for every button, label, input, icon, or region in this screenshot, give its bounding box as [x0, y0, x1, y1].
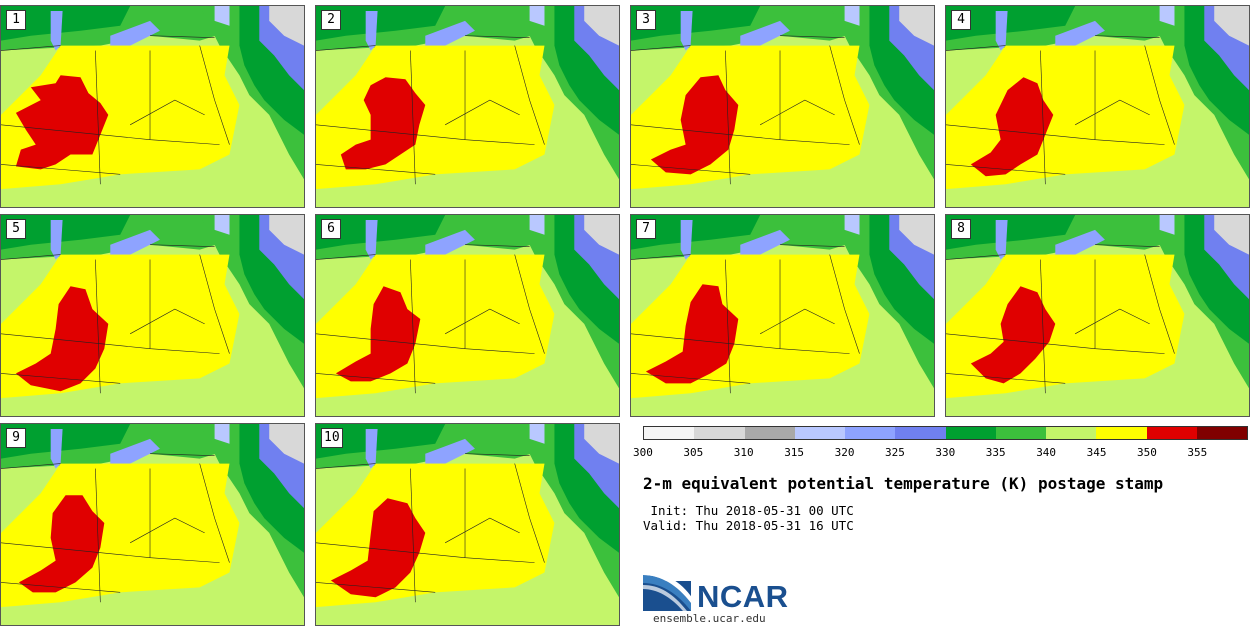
colorbar-segment [995, 427, 1046, 439]
site-url[interactable]: ensemble.ucar.edu [653, 612, 766, 625]
member-6-map: 6 [315, 214, 620, 417]
colorbar-segment [895, 427, 946, 439]
chart-title: 2-m equivalent potential temperature (K)… [643, 474, 1164, 493]
member-9-map: 9 [0, 423, 305, 626]
colorbar-segment [1046, 427, 1097, 439]
colorbar-tick-label: 340 [1036, 446, 1057, 459]
colorbar-tick-label: 310 [733, 446, 754, 459]
colorbar-segment [1096, 427, 1147, 439]
colorbar-segment [845, 427, 896, 439]
member-number-label: 5 [6, 219, 26, 239]
ncar-logo-icon [643, 571, 693, 611]
colorbar-ticks: 300 305 310 315 320 325 330 335 340 345 350 355 [633, 446, 1260, 460]
member-number-label: 7 [636, 219, 656, 239]
colorbar-tick-label: 300 [633, 446, 653, 459]
member-number-label: 8 [951, 219, 971, 239]
colorbar-tick-label: 350 [1137, 446, 1157, 459]
colorbar-tick-label: 315 [784, 446, 805, 459]
member-number-label: 6 [321, 219, 341, 239]
colorbar-tick-label: 345 [1086, 446, 1107, 459]
member-7-map: 7 [630, 214, 935, 417]
member-1-map: 1 [0, 5, 305, 208]
valid-time: Valid: Thu 2018-05-31 16 UTC [643, 518, 854, 533]
colorbar-tick-label: 305 [683, 446, 704, 459]
member-3-map: 3 [630, 5, 935, 208]
member-4-map: 4 [945, 5, 1250, 208]
member-5-map: 5 [0, 214, 305, 417]
colorbar-segment [744, 427, 795, 439]
colorbar-segment [945, 427, 996, 439]
colorbar-segment [794, 427, 845, 439]
member-number-label: 9 [6, 428, 26, 448]
member-8-map: 8 [945, 214, 1250, 417]
colorbar-tick-label: 320 [834, 446, 855, 459]
colorbar-tick-label: 330 [935, 446, 956, 459]
colorbar-tick-label: 325 [885, 446, 905, 459]
colorbar-tick-label: 355 [1187, 446, 1208, 459]
colorbar-segment [644, 427, 695, 439]
ncar-logo-text: NCAR [697, 579, 789, 614]
member-number-label: 1 [6, 10, 26, 30]
member-number-label: 3 [636, 10, 656, 30]
member-10-map: 10 [315, 423, 620, 626]
member-2-map: 2 [315, 5, 620, 208]
colorbar-segment [1196, 427, 1247, 439]
colorbar [643, 426, 1248, 440]
member-number-label: 4 [951, 10, 971, 30]
init-time: Init: Thu 2018-05-31 00 UTC [643, 503, 854, 518]
colorbar-segment [694, 427, 745, 439]
member-number-label: 2 [321, 10, 341, 30]
colorbar-segment [1146, 427, 1197, 439]
member-number-label: 10 [321, 428, 343, 448]
colorbar-tick-label: 335 [985, 446, 1006, 459]
